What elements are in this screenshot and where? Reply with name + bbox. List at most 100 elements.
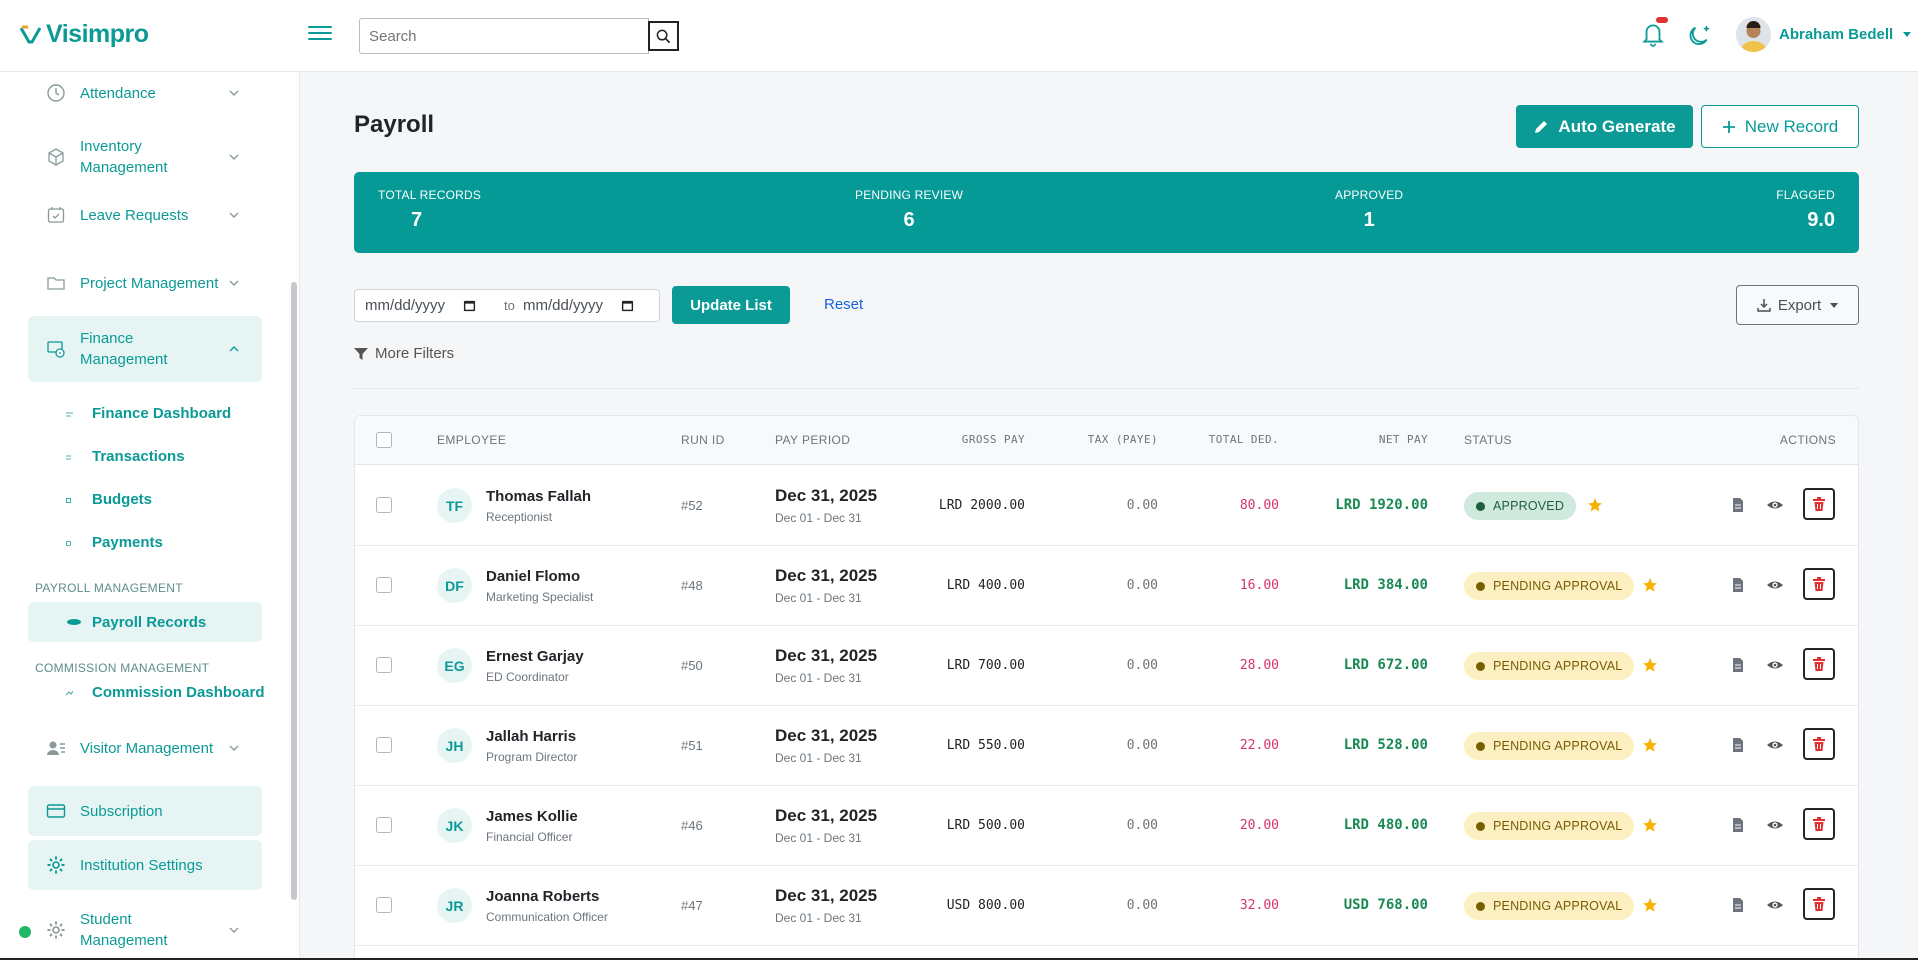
date-to-field[interactable]: mm/dd/yyyy — [523, 297, 634, 314]
delete-button[interactable] — [1803, 808, 1835, 840]
sidebar-item-label: Project Management — [80, 274, 219, 292]
employee-name[interactable]: Ernest Garjay — [486, 648, 584, 665]
sidebar-item-leave-requests[interactable]: Leave Requests — [28, 200, 262, 230]
delete-button[interactable] — [1803, 488, 1835, 520]
total-deductions: 16.00 — [1239, 578, 1279, 593]
star-icon[interactable] — [1642, 737, 1658, 753]
select-all-checkbox[interactable] — [376, 432, 392, 448]
app-logo[interactable]: Visimpro — [20, 20, 149, 49]
document-icon[interactable] — [1729, 896, 1747, 914]
col-employee[interactable]: EMPLOYEE — [437, 433, 507, 447]
row-checkbox[interactable] — [376, 737, 392, 753]
col-total-deductions[interactable]: TOTAL DED. — [1208, 433, 1279, 446]
employee-name[interactable]: Daniel Flomo — [486, 568, 581, 585]
employee-role: Receptionist — [486, 510, 553, 524]
star-icon[interactable] — [1642, 817, 1658, 833]
sidebar-scrollbar[interactable] — [291, 282, 297, 900]
search-button[interactable] — [648, 21, 679, 51]
sidebar-item-attendance[interactable]: Attendance — [28, 78, 262, 108]
search-input[interactable] — [359, 18, 649, 54]
col-tax[interactable]: TAX (PAYE) — [1087, 433, 1158, 446]
pay-period-date: Dec 31, 2025 — [775, 566, 878, 585]
delete-button[interactable] — [1803, 648, 1835, 680]
update-list-button[interactable]: Update List — [672, 286, 790, 324]
sidebar: Attendance Inventory Management Leave Re… — [0, 72, 300, 960]
eye-icon[interactable] — [1766, 576, 1784, 594]
employee-avatar: JH — [437, 728, 472, 763]
employee-name[interactable]: James Kollie — [486, 808, 578, 825]
notifications-button[interactable] — [1640, 17, 1668, 50]
sidebar-item-institution-settings[interactable]: Institution Settings — [28, 840, 262, 890]
sidebar-subitem-budgets[interactable]: Budgets — [66, 491, 152, 508]
table-row[interactable]: JK James Kollie Financial Officer #46 Dec 31… — [355, 786, 1858, 866]
table-row[interactable]: EG Ernest Garjay ED Coordinator #50 Dec 31, … — [355, 626, 1858, 706]
document-icon[interactable] — [1729, 576, 1747, 594]
menu-toggle-icon[interactable] — [308, 22, 332, 46]
user-menu[interactable]: Abraham Bedell — [1736, 17, 1912, 52]
reset-link[interactable]: Reset — [824, 296, 864, 313]
bullet-icon — [66, 541, 71, 546]
chevron-down-icon — [229, 745, 239, 751]
employee-name[interactable]: Jallah Harris — [486, 728, 577, 745]
col-gross-pay[interactable]: GROSS PAY — [961, 433, 1025, 446]
eye-icon[interactable] — [1766, 896, 1784, 914]
eye-icon[interactable] — [1766, 736, 1784, 754]
status-badge: PENDING APPROVAL — [1464, 732, 1635, 760]
eye-icon[interactable] — [1766, 656, 1784, 674]
col-pay-period[interactable]: PAY PERIOD — [775, 433, 851, 447]
tax-paye: 0.00 — [1126, 738, 1158, 753]
star-icon[interactable] — [1642, 577, 1658, 593]
calendar-icon[interactable] — [463, 299, 476, 312]
table-row[interactable]: DF Daniel Flomo Marketing Specialist #48 Dec… — [355, 546, 1858, 626]
more-filters-toggle[interactable]: More Filters — [354, 345, 454, 362]
date-from-field[interactable]: mm/dd/yyyy — [365, 297, 476, 314]
calendar-icon[interactable] — [621, 299, 634, 312]
col-run-id[interactable]: RUN ID — [681, 433, 725, 447]
run-id: #50 — [681, 658, 703, 673]
stat-value: 1 — [1363, 209, 1375, 231]
eye-icon[interactable] — [1766, 816, 1784, 834]
delete-button[interactable] — [1803, 888, 1835, 920]
document-icon[interactable] — [1729, 656, 1747, 674]
total-deductions: 20.00 — [1239, 818, 1279, 833]
employee-name[interactable]: Joanna Roberts — [486, 888, 600, 905]
row-checkbox[interactable] — [376, 817, 392, 833]
sidebar-subitem-transactions[interactable]: Transactions — [66, 448, 185, 465]
document-icon[interactable] — [1729, 496, 1747, 514]
sidebar-subitem-commission-dashboard[interactable]: Commission Dashboard — [66, 684, 265, 701]
col-net-pay[interactable]: NET PAY — [1378, 433, 1428, 446]
delete-button[interactable] — [1803, 568, 1835, 600]
row-checkbox[interactable] — [376, 497, 392, 513]
col-status[interactable]: STATUS — [1464, 433, 1512, 447]
sidebar-item-finance-management[interactable]: Finance Management — [28, 316, 262, 382]
sidebar-item-inventory[interactable]: Inventory Management — [28, 132, 262, 182]
sidebar-item-subscription[interactable]: Subscription — [28, 786, 262, 836]
theme-toggle-button[interactable] — [1687, 20, 1715, 50]
row-checkbox[interactable] — [376, 657, 392, 673]
row-checkbox[interactable] — [376, 897, 392, 913]
sidebar-subitem-finance-dashboard[interactable]: Finance Dashboard — [66, 405, 231, 422]
table-row[interactable]: JR Joanna Roberts Communication Officer #47… — [355, 866, 1858, 946]
sidebar-item-visitor-management[interactable]: Visitor Management — [28, 733, 262, 763]
new-record-button[interactable]: New Record — [1701, 105, 1859, 148]
online-status-dot — [19, 926, 31, 938]
sidebar-subitem-payments[interactable]: Payments — [66, 534, 163, 551]
star-icon[interactable] — [1642, 657, 1658, 673]
sidebar-item-student-management[interactable]: Student Management — [19, 908, 262, 952]
export-button[interactable]: Export — [1736, 285, 1859, 325]
table-row[interactable]: TF Thomas Fallah Receptionist #52 Dec 31, 20… — [355, 466, 1858, 546]
sidebar-item-project-management[interactable]: Project Management — [28, 258, 262, 308]
status-badge: PENDING APPROVAL — [1464, 572, 1635, 600]
employee-name[interactable]: Thomas Fallah — [486, 488, 592, 505]
sidebar-item-payroll-records[interactable]: Payroll Records — [28, 602, 262, 642]
document-icon[interactable] — [1729, 816, 1747, 834]
document-icon[interactable] — [1729, 736, 1747, 754]
delete-button[interactable] — [1803, 728, 1835, 760]
eye-icon[interactable] — [1766, 496, 1784, 514]
row-checkbox[interactable] — [376, 577, 392, 593]
table-row[interactable]: JH Jallah Harris Program Director #51 Dec 31… — [355, 706, 1858, 786]
auto-generate-button[interactable]: Auto Generate — [1516, 105, 1693, 148]
stats-banner: TOTAL RECORDS 7 PENDING REVIEW 6 APPROVE… — [354, 172, 1859, 253]
star-icon[interactable] — [1587, 497, 1603, 513]
star-icon[interactable] — [1642, 897, 1658, 913]
